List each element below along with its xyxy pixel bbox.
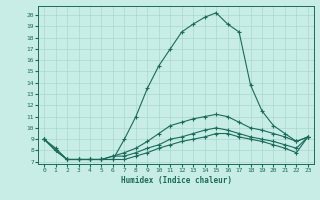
X-axis label: Humidex (Indice chaleur): Humidex (Indice chaleur) <box>121 176 231 185</box>
